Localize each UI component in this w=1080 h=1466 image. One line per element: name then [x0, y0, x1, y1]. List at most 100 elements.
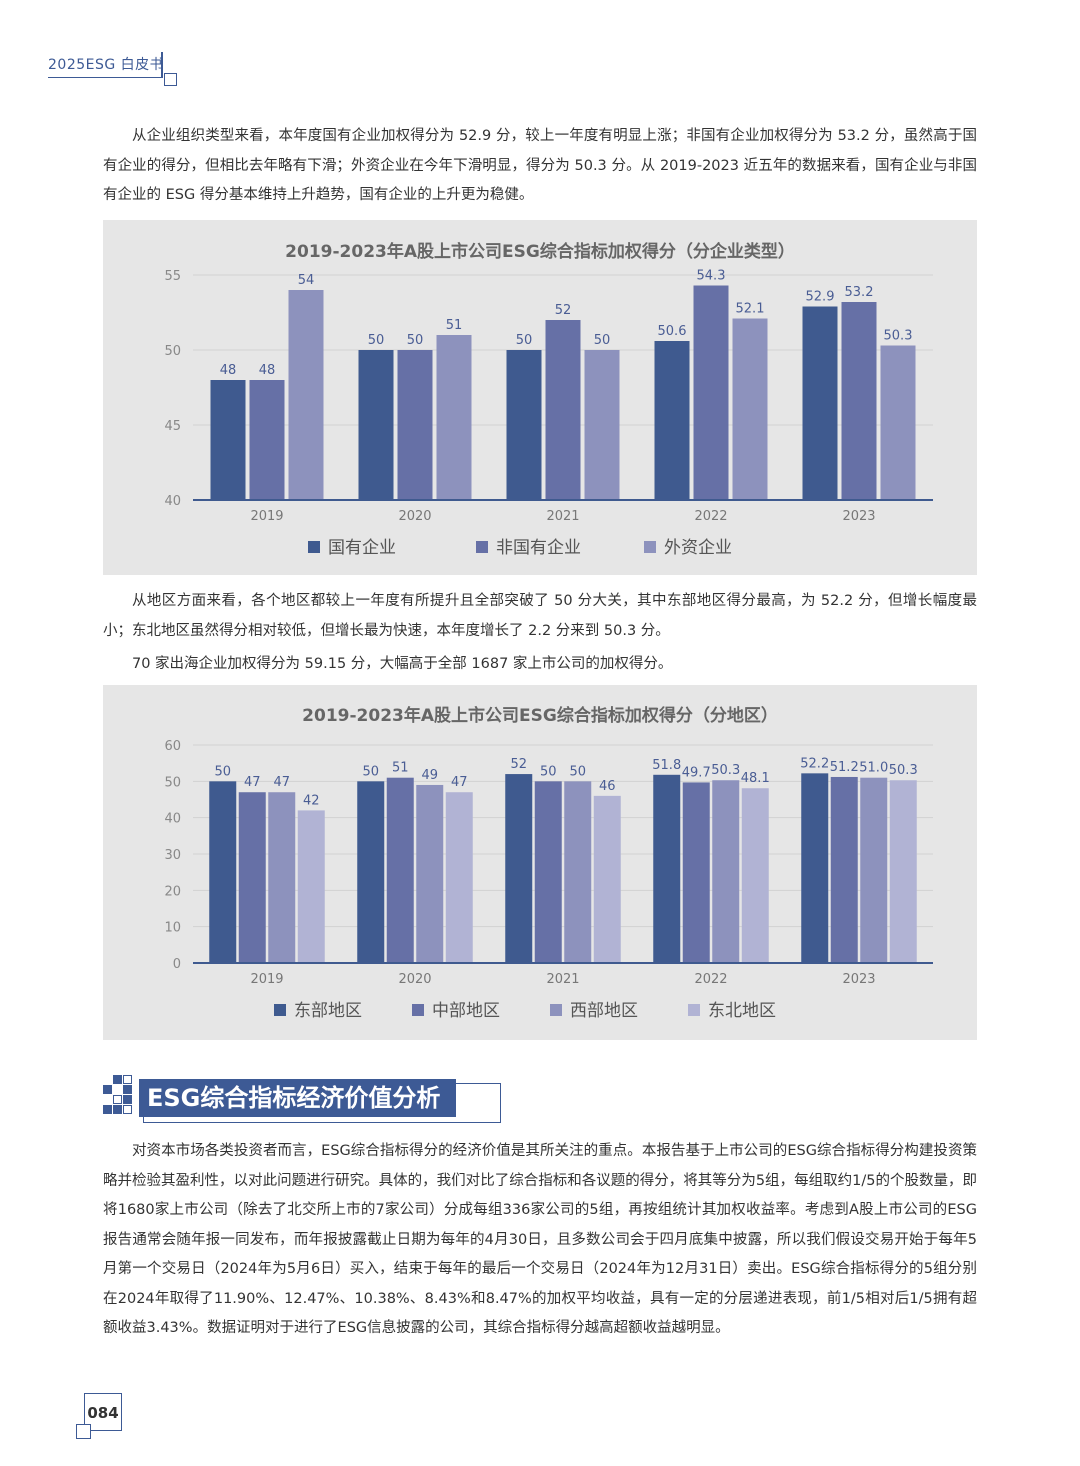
overseas-paragraph-block: 70 家出海企业加权得分为 59.15 分，大幅高于全部 1687 家上市公司的… [103, 650, 977, 680]
data-label: 50 [569, 764, 586, 779]
bar [802, 306, 838, 500]
data-label: 53.2 [845, 285, 874, 300]
bar [564, 781, 592, 963]
bar [584, 350, 620, 500]
pixel-decor-icon [113, 1095, 122, 1104]
pixel-decor-icon [123, 1095, 132, 1104]
data-label: 48.1 [741, 771, 770, 786]
bar [534, 781, 562, 963]
chart-title: 2019-2023年A股上市公司ESG综合指标加权得分（分企业类型） [285, 241, 795, 262]
y-tick-label: 10 [164, 921, 181, 936]
legend-label: 国有企业 [328, 538, 396, 558]
y-tick-label: 30 [164, 848, 181, 863]
chart-by-region: 2019-2023年A股上市公司ESG综合指标加权得分（分地区） 0 10 20 30 4… [103, 685, 977, 1040]
bar [545, 320, 581, 500]
bar [860, 777, 888, 963]
x-tick-label: 2022 [694, 509, 727, 524]
data-label: 50.3 [884, 329, 913, 344]
data-label: 52.1 [736, 302, 765, 317]
data-label: 50 [362, 764, 379, 779]
data-label: 49.7 [682, 765, 711, 780]
chart-title: 2019-2023年A股上市公司ESG综合指标加权得分（分地区） [302, 705, 778, 726]
pixel-decor-icon [103, 1105, 112, 1114]
data-label: 50.6 [658, 324, 687, 339]
x-tick-label: 2022 [694, 972, 727, 987]
y-tick-label: 55 [164, 269, 181, 284]
legend-swatch [274, 1004, 286, 1016]
chart-by-enterprise-type: 2019-2023年A股上市公司ESG综合指标加权得分（分企业类型） 40 45 50… [103, 220, 977, 575]
region-paragraph-block: 从地区方面来看，各个地区都较上一年度有所提升且全部突破了 50 分大关，其中东部… [103, 587, 977, 646]
data-label: 51.2 [830, 760, 859, 775]
bar [801, 773, 829, 963]
data-label: 54 [298, 273, 315, 288]
bar [249, 380, 285, 500]
pixel-decor-icon [123, 1075, 132, 1084]
data-label: 47 [451, 775, 468, 790]
data-label: 51 [392, 761, 409, 776]
header-bar [161, 52, 163, 78]
data-label: 47 [273, 775, 290, 790]
bar [889, 780, 917, 963]
data-label: 51.0 [859, 761, 888, 776]
legend-label: 西部地区 [570, 1001, 638, 1021]
y-tick-label: 20 [164, 884, 181, 899]
data-label: 50 [368, 333, 385, 348]
chart-region-svg: 2019-2023年A股上市公司ESG综合指标加权得分（分地区） 0 10 20 30 4… [164, 705, 933, 1021]
data-label: 52 [555, 303, 572, 318]
y-tick-label: 50 [164, 775, 181, 790]
legend-label: 中部地区 [432, 1001, 500, 1021]
bar [505, 774, 533, 963]
data-label: 48 [259, 363, 276, 378]
bar [358, 350, 394, 500]
bar [712, 780, 740, 963]
pixel-decor-icon [103, 1085, 112, 1094]
section-title: ESG综合指标经济价值分析 [139, 1079, 457, 1117]
data-label: 42 [303, 793, 320, 808]
data-label: 50.3 [711, 763, 740, 778]
bar [682, 782, 710, 963]
pixel-decor-icon [123, 1085, 132, 1094]
intro-paragraph: 从企业组织类型来看，本年度国有企业加权得分为 52.9 分，较上一年度有明显上涨… [103, 128, 977, 203]
legend-swatch [412, 1004, 424, 1016]
bar [732, 318, 768, 500]
bar [397, 350, 433, 500]
data-label: 54.3 [697, 269, 726, 284]
bar [297, 810, 325, 963]
bar [693, 285, 729, 500]
bar [654, 341, 690, 500]
y-tick-label: 60 [164, 739, 181, 754]
legend-label: 东北地区 [708, 1001, 776, 1021]
header-rule [48, 77, 162, 78]
x-tick-label: 2020 [398, 509, 431, 524]
bar [210, 380, 246, 500]
pixel-decor-icon [123, 1105, 132, 1114]
bar [238, 792, 266, 963]
data-label: 52.9 [806, 290, 835, 305]
bar [880, 345, 916, 500]
x-tick-label: 2023 [842, 509, 875, 524]
bar [741, 788, 769, 963]
value-paragraph-block: 对资本市场各类投资者而言，ESG综合指标得分的经济价值是其所关注的重点。本报告基… [103, 1137, 977, 1344]
bar [386, 777, 414, 963]
bar [841, 302, 877, 500]
bar [288, 290, 324, 500]
data-label: 46 [599, 779, 616, 794]
data-label: 48 [220, 363, 237, 378]
legend-label: 外资企业 [664, 538, 732, 558]
data-label: 50 [516, 333, 533, 348]
y-tick-label: 0 [173, 957, 181, 972]
x-tick-label: 2023 [842, 972, 875, 987]
bar [653, 774, 681, 963]
page-number: 084 [84, 1393, 122, 1431]
page-corner-square-icon [76, 1424, 91, 1439]
x-tick-label: 2021 [546, 972, 579, 987]
y-tick-label: 50 [164, 344, 181, 359]
header-square-icon [164, 73, 177, 86]
data-label: 52 [510, 757, 527, 772]
legend-swatch [550, 1004, 562, 1016]
bar [436, 335, 472, 500]
region-paragraph: 从地区方面来看，各个地区都较上一年度有所提升且全部突破了 50 分大关，其中东部… [103, 593, 977, 639]
bar [445, 792, 473, 963]
header-title: 2025ESG 白皮书 [48, 57, 165, 73]
bar [593, 795, 621, 963]
